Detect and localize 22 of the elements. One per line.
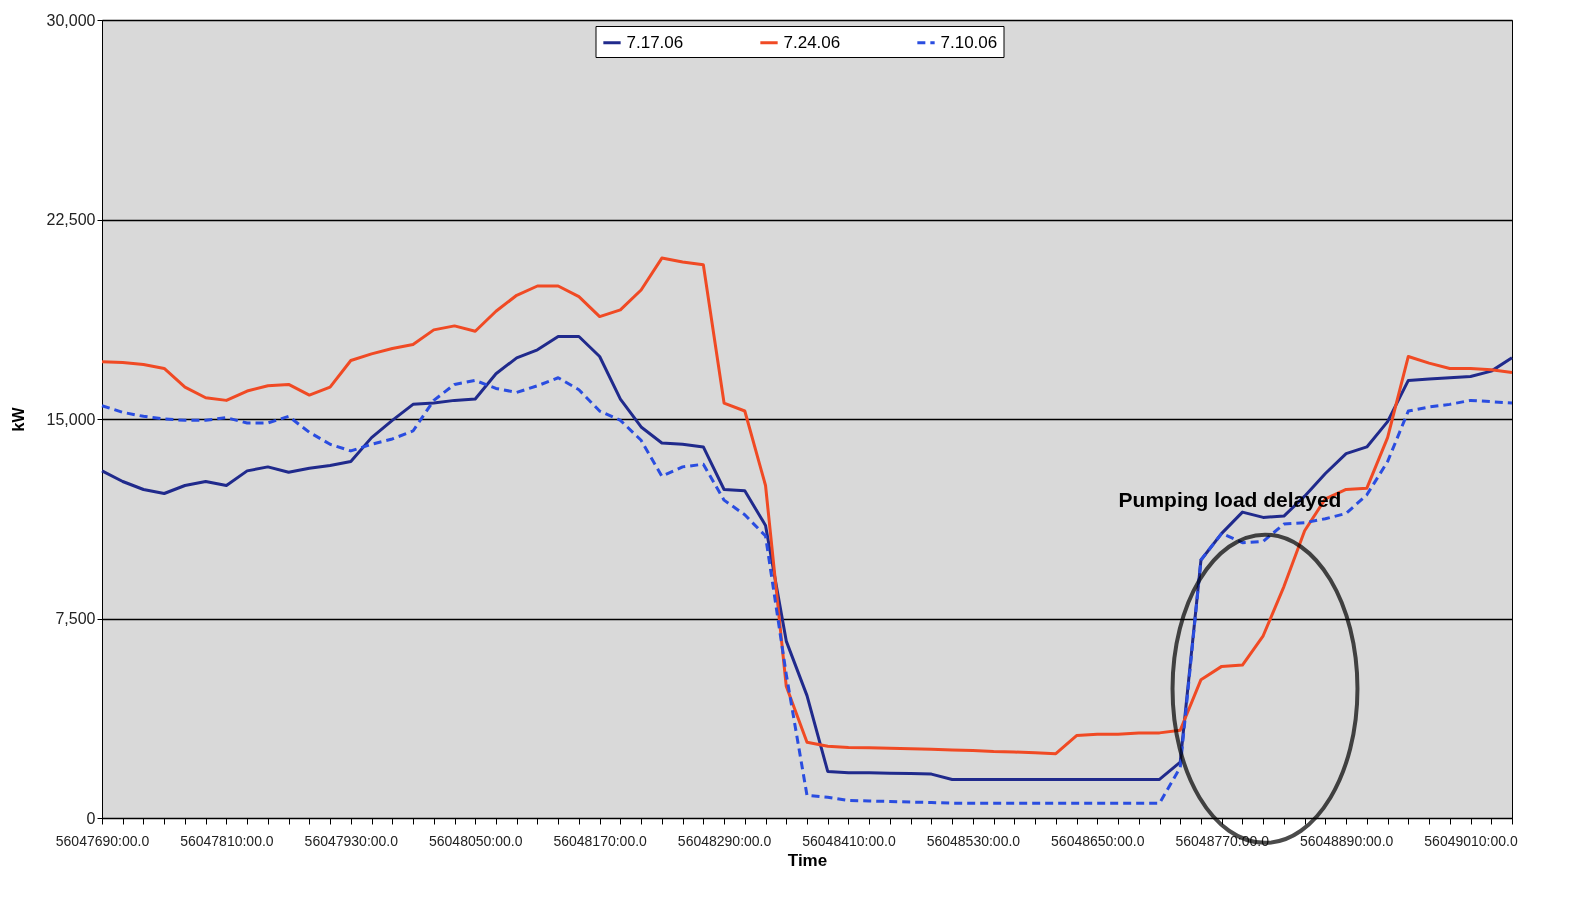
- y-tick-label: 15,000: [46, 410, 96, 428]
- x-axis-title: Time: [787, 850, 828, 870]
- legend-label: 7.10.06: [940, 32, 998, 52]
- y-tick-label: 30,000: [46, 11, 96, 29]
- x-tick-label: 56048290:00.0: [677, 832, 772, 849]
- x-tick-label: 56049010:00.0: [1424, 832, 1518, 849]
- x-tick-label: 56048410:00.0: [802, 832, 896, 849]
- y-axis-title: kW: [9, 406, 27, 432]
- x-tick-label: 56047930:00.0: [304, 832, 399, 849]
- y-tick-label: 7,500: [55, 610, 96, 627]
- y-tick-label: 22,500: [46, 211, 96, 228]
- x-tick-label: 56048530:00.0: [926, 832, 1021, 849]
- legend-label: 7.17.06: [626, 32, 684, 52]
- x-tick-label: 56048170:00.0: [553, 832, 648, 849]
- y-tick-label: 0: [86, 809, 96, 827]
- line-series: [100, 256, 1514, 756]
- x-tick-label: 56048050:00.0: [429, 832, 523, 849]
- x-tick-label: 56048650:00.0: [1051, 832, 1145, 849]
- x-tick-label: 56048890:00.0: [1299, 832, 1394, 849]
- x-tick-label: 56047810:00.0: [180, 832, 274, 849]
- legend-label: 7.24.06: [783, 32, 841, 52]
- x-tick-label: 56047690:00.0: [55, 832, 150, 849]
